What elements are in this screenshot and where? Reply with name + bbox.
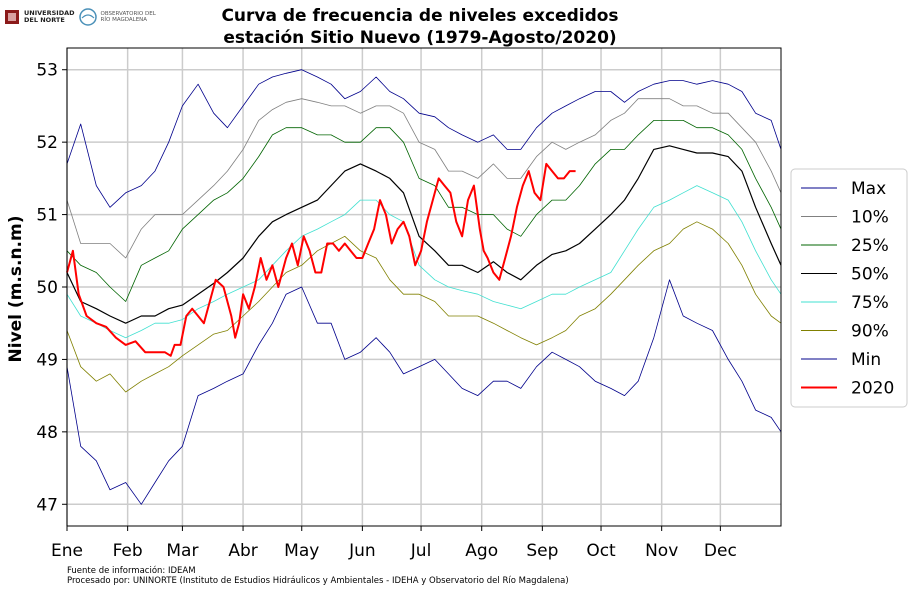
chart-title: Curva de frecuencia de niveles excedidos (221, 6, 618, 26)
legend-label-50pct: 50% (851, 265, 889, 285)
series-line-90pct (66, 221, 782, 393)
uninorte-logo-line1: UNIVERSIDAD (24, 9, 75, 17)
footer-processed-by: Procesado por: UNINORTE (Instituto de Es… (67, 576, 569, 586)
y-tick-label-0: 47 (36, 495, 58, 515)
x-tick-label-10: Nov (645, 541, 678, 561)
x-tick-label-11: Dec (704, 541, 737, 561)
legend-label-max: Max (851, 179, 886, 199)
series-line-2020 (66, 162, 576, 357)
x-tick-label-5: Jun (348, 541, 376, 561)
x-tick-label-4: May (284, 541, 319, 561)
series-line-25pct (66, 120, 782, 302)
legend-box (790, 168, 908, 408)
y-tick-label-6: 53 (36, 61, 58, 81)
x-tick-label-0: Ene (51, 541, 83, 561)
legend: Max 10% 25% 50% 75% 90% Min 2020 (790, 168, 908, 408)
y-tick-label-1: 48 (36, 423, 58, 443)
legend-label-min: Min (851, 350, 881, 370)
legend-label-2020: 2020 (851, 379, 894, 399)
legend-label-25pct: 25% (851, 236, 889, 256)
x-tick-label-7: Ago (465, 541, 498, 561)
chart-subtitle: estación Sitio Nuevo (1979-Agosto/2020) (223, 28, 616, 48)
uninorte-logo-text: UNIVERSIDAD DEL NORTE (24, 10, 75, 24)
series-line-min (66, 279, 782, 505)
x-tick-label-3: Abr (228, 541, 257, 561)
observatorio-logo-line2: RÍO MAGDALENA (100, 17, 148, 23)
y-tick-label-5: 52 (36, 133, 58, 153)
x-tick-label-2: Mar (166, 541, 198, 561)
y-axis-label: Nivel (m.s.n.m) (6, 216, 26, 363)
footer: Fuente de información: IDEAM Procesado p… (67, 566, 569, 586)
x-tick-label-8: Sep (526, 541, 558, 561)
observatorio-logo-icon (78, 8, 97, 26)
plot-area: 47 48 49 50 51 52 53 Ene Feb Mar Abr May Jun Jul Ago Se… (36, 47, 782, 561)
observatorio-logo-line1: OBSERVATORIO DEL (100, 10, 156, 17)
observatorio-logo-text: OBSERVATORIO DEL RÍO MAGDALENA (101, 11, 156, 24)
x-tick-label-1: Feb (113, 541, 143, 561)
y-tick-label-3: 50 (36, 278, 58, 298)
uninorte-seal-icon (5, 10, 19, 24)
footer-source: Fuente de información: IDEAM (67, 566, 196, 576)
series-line-10pct (66, 98, 782, 259)
series-line-max (66, 69, 782, 208)
legend-label-75pct: 75% (851, 293, 889, 313)
legend-label-90pct: 90% (851, 322, 889, 342)
series-line-75pct (66, 185, 782, 339)
y-tick-label-4: 51 (36, 206, 58, 226)
logo-group: UNIVERSIDAD DEL NORTE OBSERVATORIO DEL R… (4, 8, 156, 26)
x-tick-label-9: Oct (586, 541, 616, 561)
legend-label-10pct: 10% (851, 208, 889, 228)
uninorte-logo-line2: DEL NORTE (24, 16, 65, 24)
series-line-50pct (66, 145, 782, 324)
y-tick-label-2: 49 (36, 350, 58, 370)
x-tick-label-6: Jul (410, 541, 432, 561)
